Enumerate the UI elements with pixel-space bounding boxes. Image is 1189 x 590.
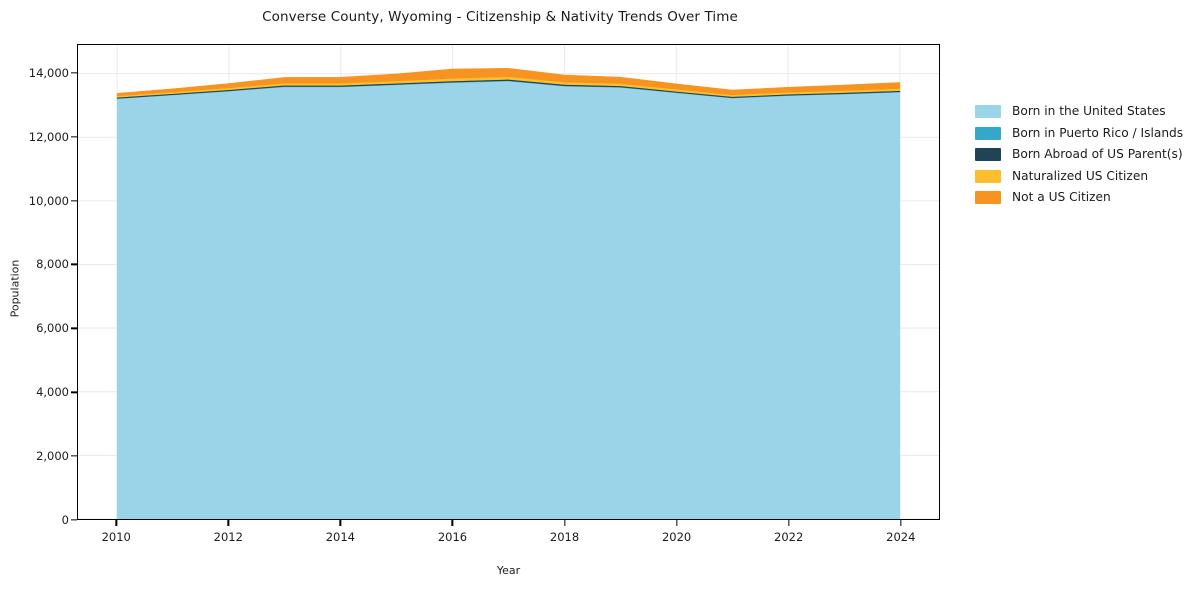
legend-item[interactable]: Born in Puerto Rico / Islands xyxy=(975,125,1184,140)
legend-item-label: Naturalized US Citizen xyxy=(1012,168,1149,183)
y-axis-ticks: 0 2,000 4,000 6,000 8,000 10,000 12,000 14,000 xyxy=(0,44,77,527)
y-axis-label-container: Population xyxy=(0,0,22,318)
x-tick-mark xyxy=(563,520,566,526)
plot-area xyxy=(77,44,940,520)
legend-swatch xyxy=(975,191,1001,204)
x-tick-mark xyxy=(900,520,902,526)
legend-swatch xyxy=(975,169,1001,183)
y-tick-label: 14,000 xyxy=(28,65,69,80)
x-tick-mark xyxy=(675,520,678,526)
y-tick-mark xyxy=(71,455,77,457)
y-tick-mark xyxy=(71,519,77,521)
x-tick-label: 2022 xyxy=(774,530,804,544)
x-tick-label: 2016 xyxy=(437,530,468,544)
stacked-area-series xyxy=(116,67,901,519)
x-tick-mark xyxy=(339,520,342,526)
legend-swatch xyxy=(975,148,1001,161)
x-tick-mark xyxy=(788,520,790,526)
x-tick-mark xyxy=(227,520,229,526)
legend-item[interactable]: Not a US Citizen xyxy=(975,191,1183,204)
y-tick-label: 6,000 xyxy=(36,321,69,336)
y-tick-mark xyxy=(71,263,77,266)
y-tick-label: 4,000 xyxy=(36,385,69,400)
x-tick-mark xyxy=(451,520,454,526)
legend-item-label: Born in Puerto Rico / Islands xyxy=(1012,125,1184,140)
x-tick-mark xyxy=(115,520,117,526)
y-tick-label: 2,000 xyxy=(36,449,69,464)
x-tick-label: 2012 xyxy=(213,530,243,544)
chart-title: Converse County, Wyoming - Citizenship &… xyxy=(262,9,738,25)
y-tick-label: 10,000 xyxy=(28,193,69,208)
x-tick-label: 2010 xyxy=(101,530,131,544)
y-tick-label: 0 xyxy=(61,513,69,527)
legend-item-label: Not a US Citizen xyxy=(1012,190,1111,204)
legend-swatch xyxy=(975,126,1001,140)
x-tick-label: 2020 xyxy=(661,530,692,544)
y-tick-label: 8,000 xyxy=(36,257,69,272)
legend-item[interactable]: Born in the United States xyxy=(975,105,1183,118)
x-tick-label: 2024 xyxy=(886,530,916,544)
legend-item[interactable]: Naturalized US Citizen xyxy=(975,168,1183,183)
legend-item-label: Born Abroad of US Parent(s) xyxy=(1012,147,1183,161)
y-tick-label: 12,000 xyxy=(28,129,69,144)
x-tick-label: 2018 xyxy=(549,530,580,544)
x-tick-label: 2014 xyxy=(325,530,356,544)
chart-legend: Born in the United States Born in Puerto … xyxy=(975,105,1183,204)
y-tick-mark xyxy=(71,72,77,74)
y-tick-mark xyxy=(71,391,77,393)
y-tick-mark xyxy=(71,327,77,329)
x-axis-ticks: 2010 2012 2014 2016 2018 2020 2022 2024 xyxy=(77,520,940,550)
x-axis-label: Year xyxy=(496,564,521,577)
y-tick-mark xyxy=(71,199,77,202)
legend-item-label: Born in the United States xyxy=(1012,104,1166,118)
legend-swatch xyxy=(975,105,1001,118)
legend-item[interactable]: Born Abroad of US Parent(s) xyxy=(975,148,1183,161)
y-tick-mark xyxy=(71,135,77,138)
